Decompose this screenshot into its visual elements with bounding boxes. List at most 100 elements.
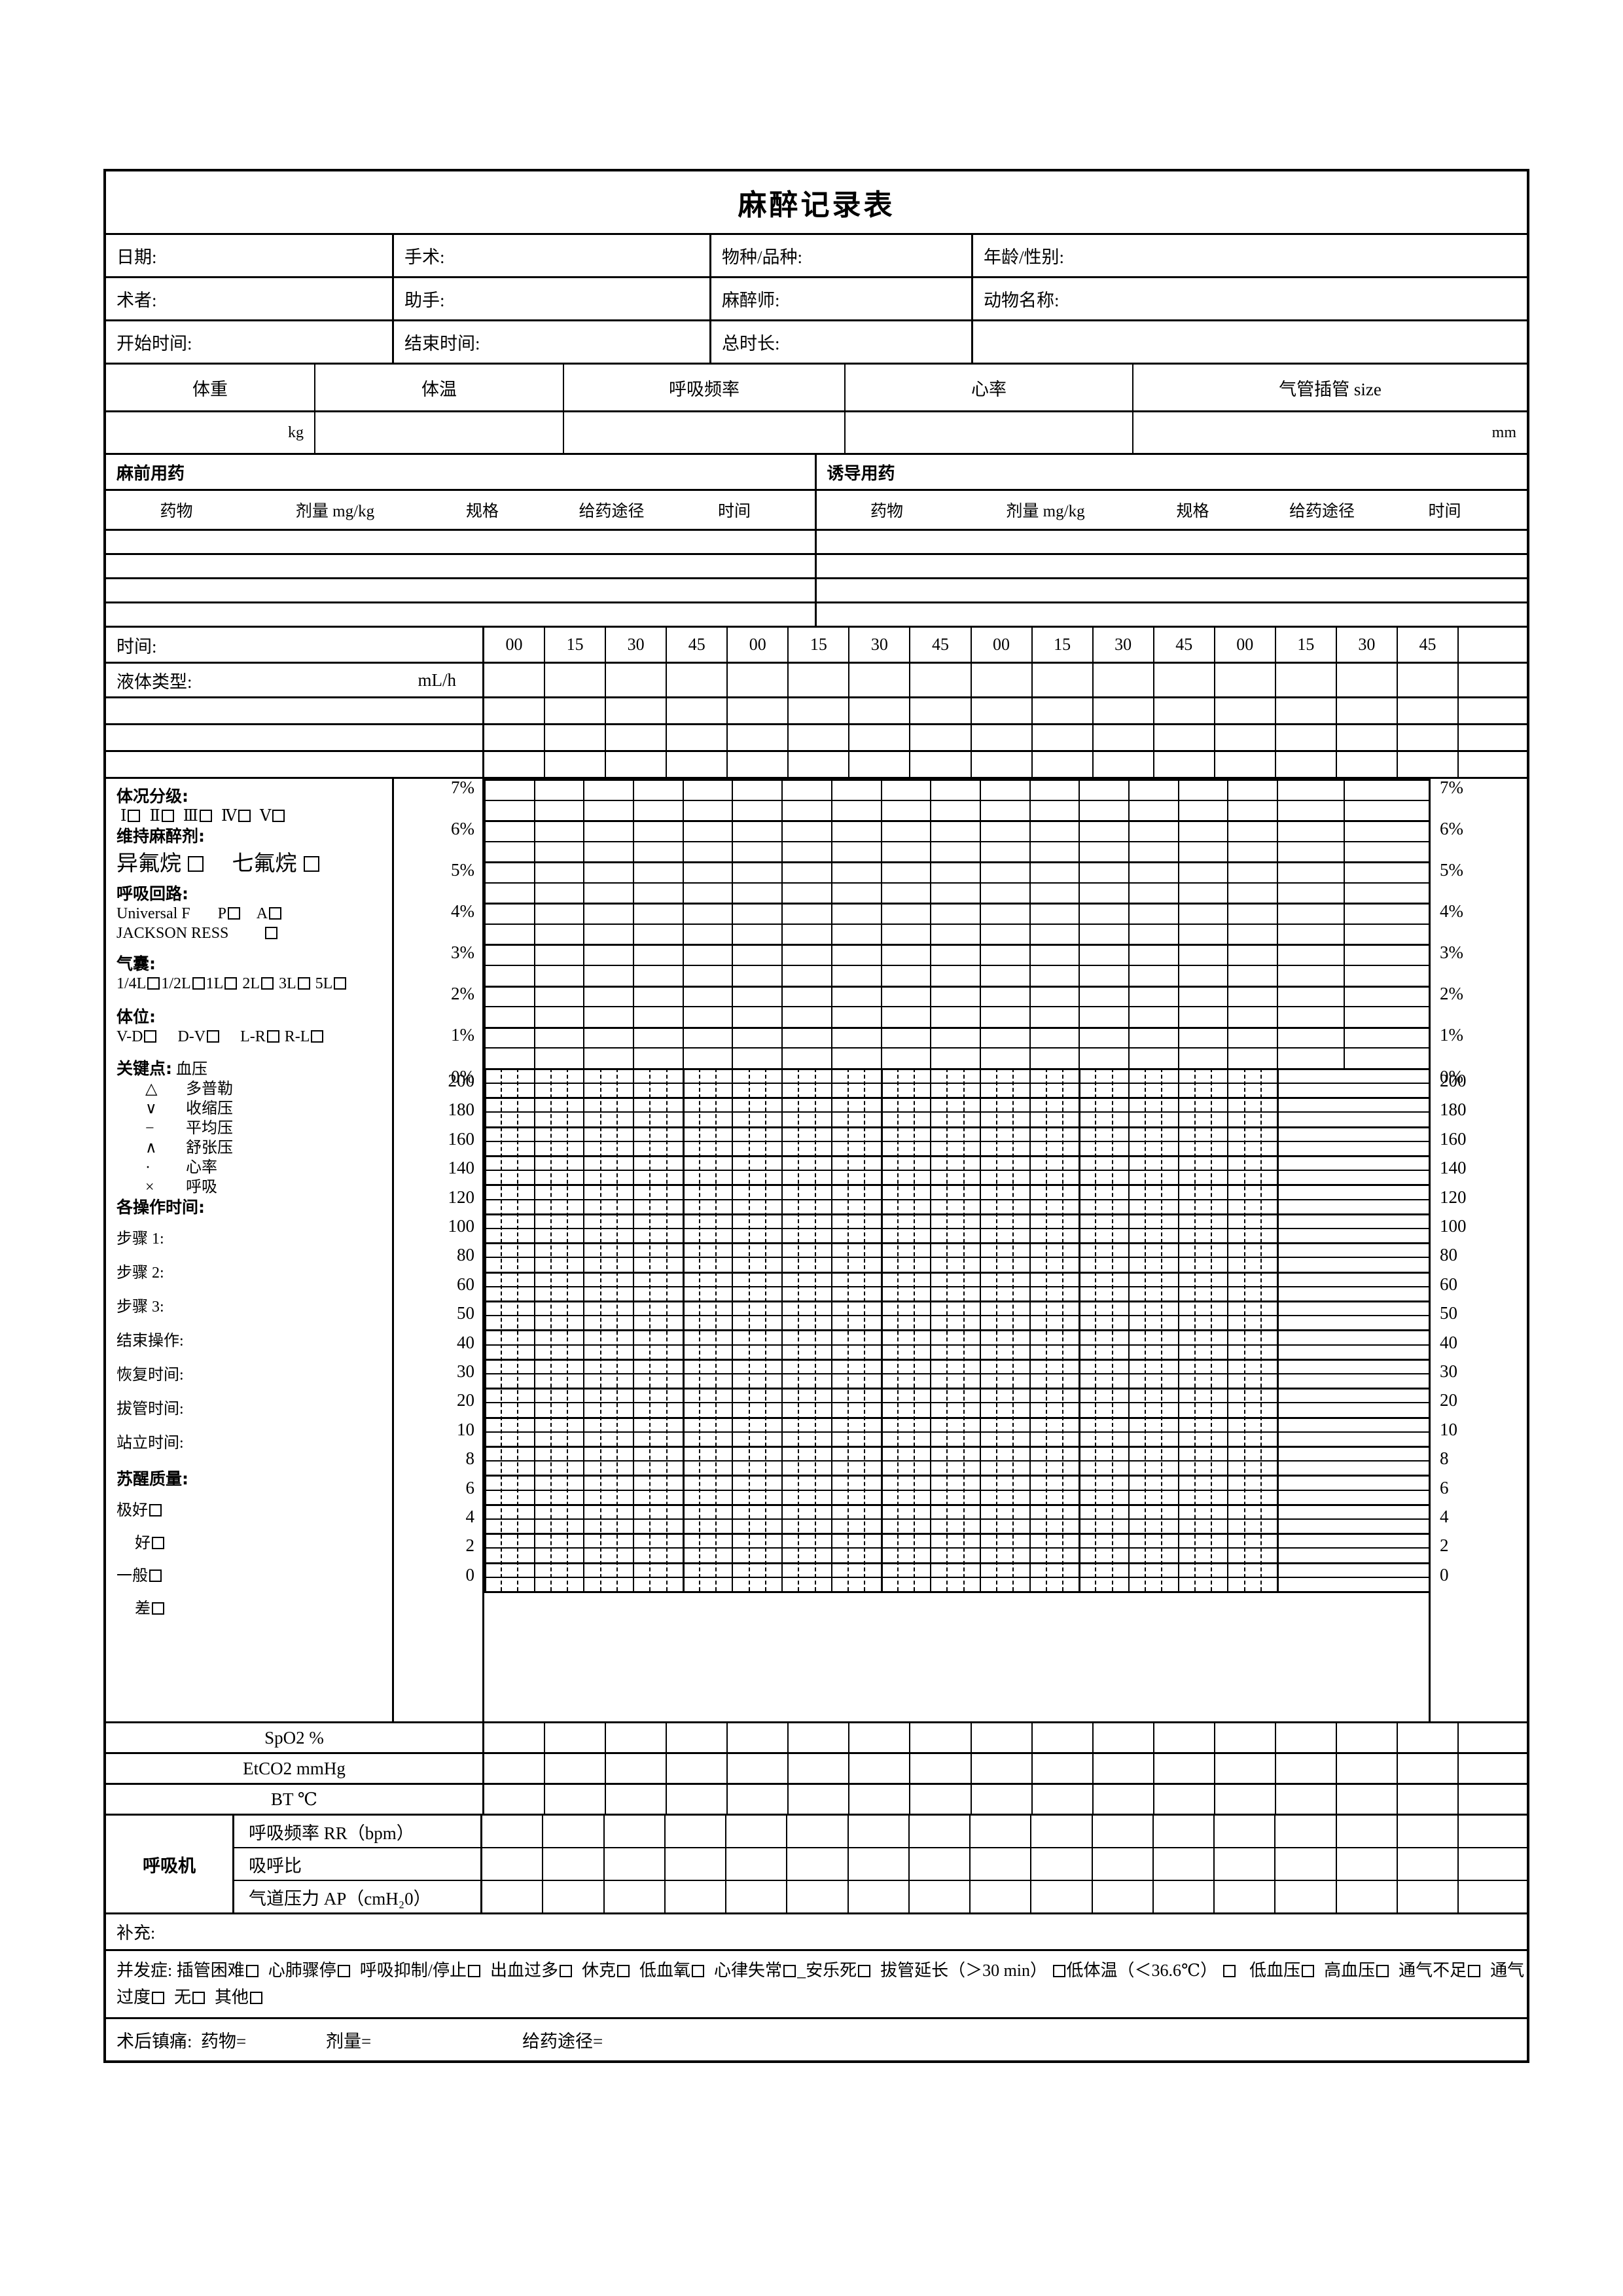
timeline-cell[interactable] (1398, 698, 1459, 723)
ap-cells[interactable] (482, 1881, 1527, 1913)
complication-checkbox-hypertension[interactable] (1376, 1965, 1389, 1978)
ie-cells[interactable] (482, 1848, 1527, 1880)
etco2-cell[interactable] (1337, 1754, 1398, 1784)
vitals-value-heart-rate[interactable] (846, 412, 1133, 453)
postop-analgesia-route[interactable]: 给药途径= (522, 2032, 603, 2051)
timeline-cell[interactable] (1033, 725, 1094, 750)
bt-cell[interactable] (1215, 1785, 1276, 1814)
fluid-cell[interactable] (1215, 664, 1276, 696)
ap-cell[interactable] (605, 1881, 666, 1913)
complication-checkbox-none[interactable] (192, 1991, 205, 2004)
ie-cell[interactable] (1215, 1848, 1276, 1880)
timeline-cell[interactable] (910, 698, 972, 723)
timeline-cell[interactable] (606, 698, 668, 723)
timeline-cell[interactable] (1215, 752, 1276, 777)
circuit-jackson-checkbox[interactable] (265, 927, 278, 939)
etco2-cell[interactable] (1215, 1754, 1276, 1784)
timeline-blank-label[interactable] (106, 698, 484, 723)
circuit-universal-row[interactable]: Universal F P A (116, 906, 392, 922)
timeline-blank-label[interactable] (106, 752, 484, 777)
spo2-cell[interactable] (849, 1723, 911, 1753)
etco2-cell[interactable] (1154, 1754, 1215, 1784)
bt-cell[interactable] (1094, 1785, 1154, 1814)
complication-checkbox-shock[interactable] (617, 1965, 630, 1978)
rr-cell[interactable] (1398, 1816, 1459, 1848)
rr-cell[interactable] (971, 1816, 1032, 1848)
timeline-cell[interactable] (1094, 725, 1154, 750)
recovery-poor-row[interactable]: 差 (116, 1601, 392, 1617)
fluid-cells[interactable] (484, 664, 1527, 696)
timeline-cell[interactable] (972, 725, 1033, 750)
timeline-cell[interactable] (1154, 725, 1215, 750)
field-total-duration[interactable]: 总时长: (711, 321, 973, 363)
bt-cell[interactable] (849, 1785, 911, 1814)
ap-cell[interactable] (726, 1881, 788, 1913)
fluid-cell[interactable] (667, 664, 728, 696)
rr-cell[interactable] (1093, 1816, 1154, 1848)
circuit-jackson-row[interactable]: JACKSON RESS (116, 925, 392, 941)
bt-cell[interactable] (545, 1785, 607, 1814)
premed-entry-cell[interactable] (106, 555, 817, 577)
ap-cell[interactable] (482, 1881, 544, 1913)
spo2-cell[interactable] (728, 1723, 789, 1753)
spo2-cell[interactable] (972, 1723, 1033, 1753)
bt-cell[interactable] (789, 1785, 850, 1814)
vitals-value-weight[interactable]: kg (106, 412, 315, 453)
ap-cell[interactable] (910, 1881, 971, 1913)
bt-cell[interactable] (728, 1785, 789, 1814)
ie-cell[interactable] (726, 1848, 788, 1880)
timeline-blank-row[interactable] (106, 752, 1527, 779)
fluid-cell[interactable] (606, 664, 668, 696)
spo2-cell[interactable] (484, 1723, 546, 1753)
recovery-poor-checkbox[interactable] (152, 1602, 164, 1615)
timeline-cell[interactable] (1337, 725, 1398, 750)
ie-cell[interactable] (605, 1848, 666, 1880)
rr-cell[interactable] (543, 1816, 605, 1848)
bt-cell[interactable] (1337, 1785, 1398, 1814)
complication-checkbox-resp-depression[interactable] (468, 1965, 480, 1978)
bt-cell[interactable] (1154, 1785, 1215, 1814)
rr-cell[interactable] (666, 1816, 726, 1848)
timeline-cell[interactable] (1215, 725, 1276, 750)
spo2-cell[interactable] (1337, 1723, 1398, 1753)
timeline-cell[interactable] (606, 752, 668, 777)
circuit-a-checkbox[interactable] (269, 907, 282, 920)
spo2-cell[interactable] (1154, 1723, 1215, 1753)
complication-checkbox-hypothermia[interactable] (1222, 1965, 1236, 1978)
bt-cell[interactable] (606, 1785, 668, 1814)
op-standing-time[interactable]: 站立时间: (116, 1435, 184, 1452)
rr-cell[interactable] (1215, 1816, 1276, 1848)
spo2-cell-end[interactable] (1459, 1723, 1527, 1752)
bt-cell[interactable] (1033, 1785, 1094, 1814)
timeline-cell[interactable] (484, 698, 546, 723)
maintenance-isoflurane-checkbox[interactable] (188, 856, 204, 872)
maintenance-options[interactable]: 异氟烷 七氟烷 (116, 853, 392, 875)
etco2-cell[interactable] (1094, 1754, 1154, 1784)
reservoir-bag-options[interactable]: 1/4L 1/2L 1L 2L 3L 5L (116, 976, 392, 992)
ie-cell[interactable] (1093, 1848, 1154, 1880)
field-surgery[interactable]: 手术: (394, 235, 711, 276)
rr-cell[interactable] (1031, 1816, 1093, 1848)
agent-percent-grid[interactable] (484, 779, 1429, 1068)
timeline-cell-end[interactable] (1459, 698, 1527, 723)
timeline-cell[interactable] (1154, 698, 1215, 723)
bag-checkbox-2l[interactable] (261, 977, 274, 990)
spo2-cell[interactable] (545, 1723, 607, 1753)
vitals-value-temperature[interactable] (315, 412, 564, 453)
timeline-cell[interactable] (849, 725, 911, 750)
rr-cell[interactable] (910, 1816, 971, 1848)
timeline-cell[interactable] (606, 725, 668, 750)
recovery-excellent-row[interactable]: 极好 (116, 1503, 392, 1518)
medication-entry-row[interactable] (106, 603, 1527, 628)
timeline-cell-end[interactable] (1459, 752, 1527, 777)
bt-cell[interactable] (972, 1785, 1033, 1814)
ie-cell[interactable] (1398, 1848, 1459, 1880)
fluid-cell[interactable] (1276, 664, 1337, 696)
etco2-cell[interactable] (606, 1754, 668, 1784)
op-step-2[interactable]: 步骤 2: (116, 1265, 164, 1282)
timeline-cell[interactable] (849, 698, 911, 723)
timeline-cell[interactable] (1398, 752, 1459, 777)
complication-checkbox-cardiac-arrest[interactable] (337, 1965, 350, 1978)
timeline-cell[interactable] (484, 725, 546, 750)
field-surgeon[interactable]: 术者: (106, 278, 394, 319)
